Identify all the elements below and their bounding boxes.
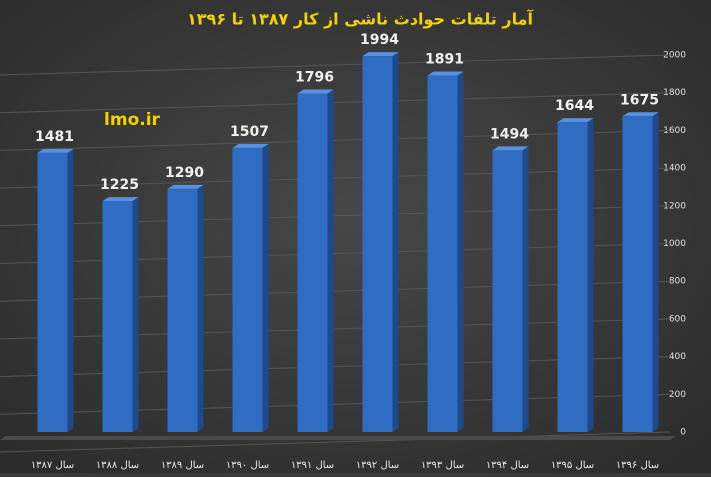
x-tick-label: سال ۱۳۹۳: [421, 460, 464, 471]
bar-top: [102, 197, 139, 202]
bar: [297, 93, 328, 432]
bar-side: [522, 146, 529, 433]
value-label: 1507: [230, 124, 269, 140]
value-label: 1891: [425, 52, 464, 68]
bar-side: [652, 112, 659, 432]
bar-side: [457, 71, 464, 432]
bar-top: [362, 52, 399, 57]
grid-line: [0, 92, 671, 114]
value-label: 1796: [295, 69, 334, 85]
bar: [167, 188, 198, 432]
grid-line: [0, 54, 671, 76]
bar: [492, 150, 523, 433]
value-label: 1290: [165, 165, 204, 181]
bar-side: [262, 143, 269, 433]
bar: [102, 201, 133, 432]
value-label: 1644: [555, 98, 594, 114]
bar: [557, 122, 588, 432]
x-tick-label: سال ۱۳۹۰: [226, 460, 269, 471]
x-tick-label: سال ۱۳۹۴: [486, 460, 529, 471]
y-tick-label: 400: [669, 352, 686, 362]
y-tick-label: 200: [669, 390, 686, 400]
bar-top: [37, 148, 74, 153]
x-tick-label: سال ۱۳۸۹: [161, 460, 204, 471]
bar-top: [167, 184, 204, 189]
x-tick-label: سال ۱۳۹۶: [616, 460, 659, 471]
value-label: 1481: [35, 129, 74, 145]
bar-top: [427, 71, 464, 76]
grid-line: [0, 431, 671, 453]
bar-top: [622, 112, 659, 117]
y-tick-label: 2000: [663, 51, 686, 61]
bar-top: [297, 89, 334, 94]
floor: [0, 436, 676, 440]
x-tick-label: سال ۱۳۹۲: [356, 460, 399, 471]
value-label: 1494: [490, 126, 529, 142]
chart-title: آمار تلفات حوادث ناشی از کار ۱۳۸۷ تا ۱۳۹…: [187, 9, 533, 29]
y-tick-label: 1600: [663, 126, 686, 136]
bar-top: [557, 118, 594, 123]
bar-side: [587, 118, 594, 432]
value-label: 1994: [360, 32, 399, 48]
y-tick-label: 1800: [663, 88, 686, 98]
bar: [427, 75, 458, 432]
y-tick-label: 1200: [663, 201, 686, 211]
bar: [362, 56, 393, 432]
y-tick-label: 0: [680, 428, 686, 438]
y-tick-label: 600: [669, 314, 686, 324]
x-tick-label: سال ۱۳۸۸: [96, 460, 139, 471]
bar: [232, 147, 263, 433]
bar-side: [67, 148, 74, 433]
y-tick-label: 1000: [663, 239, 686, 249]
bar-top: [232, 143, 269, 148]
watermark: lmo.ir: [104, 110, 161, 130]
value-label: 1675: [620, 92, 659, 108]
y-tick-label: 800: [669, 277, 686, 287]
x-tick-label: سال ۱۳۹۱: [291, 460, 334, 471]
bar: [37, 152, 68, 433]
bar-side: [197, 184, 204, 432]
bar-side: [392, 52, 399, 432]
x-tick-label: سال ۱۳۹۵: [551, 460, 594, 471]
value-label: 1225: [100, 177, 139, 193]
y-tick-label: 1400: [663, 164, 686, 174]
bar: [622, 116, 653, 432]
bar-side: [132, 197, 139, 432]
bar-top: [492, 146, 529, 151]
bar-side: [327, 89, 334, 432]
x-tick-label: سال ۱۳۸۷: [31, 460, 74, 471]
